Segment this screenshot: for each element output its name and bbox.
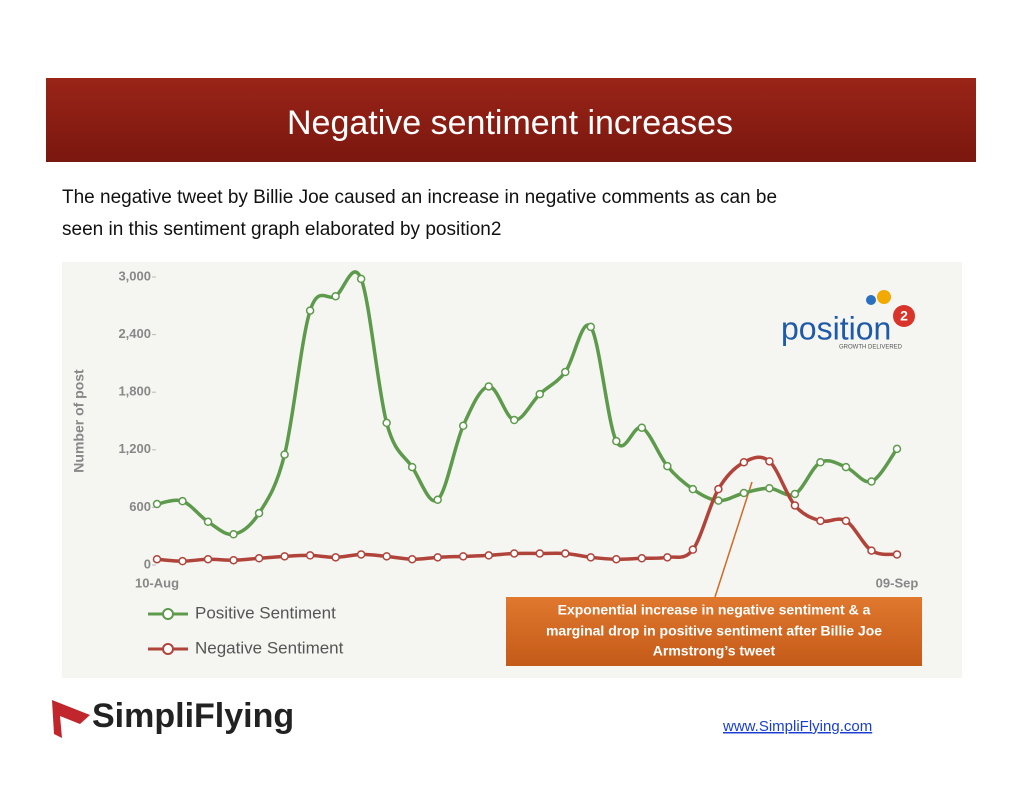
data-point bbox=[280, 450, 289, 459]
data-point bbox=[254, 554, 264, 563]
data-point bbox=[561, 549, 570, 558]
logo-digit: 2 bbox=[900, 308, 908, 324]
data-point bbox=[790, 501, 800, 510]
y-tick-label: 1,200 bbox=[118, 441, 151, 456]
data-point bbox=[739, 488, 749, 498]
data-point bbox=[535, 549, 545, 558]
data-point bbox=[790, 489, 800, 499]
data-point bbox=[356, 274, 366, 284]
title-banner bbox=[46, 78, 976, 162]
data-point bbox=[816, 516, 825, 526]
data-point bbox=[509, 549, 519, 558]
body-text: The negative tweet by Billie Joe caused … bbox=[62, 187, 777, 208]
position2-logo: 2 position GROWTH DELIVERED bbox=[781, 290, 915, 351]
data-point bbox=[331, 291, 340, 301]
data-point bbox=[663, 461, 672, 471]
data-point bbox=[152, 499, 162, 509]
data-point bbox=[765, 483, 774, 493]
data-point bbox=[637, 554, 647, 563]
logo-dot bbox=[877, 290, 891, 304]
annotation-box bbox=[506, 597, 922, 666]
body-text: seen in this sentiment graph elaborated … bbox=[62, 219, 501, 240]
data-point bbox=[484, 551, 493, 560]
data-point bbox=[867, 477, 876, 486]
data-point bbox=[688, 545, 698, 554]
data-point bbox=[229, 555, 238, 565]
data-point bbox=[178, 496, 187, 506]
annotation-text: Exponential increase in negative sentime… bbox=[558, 602, 871, 618]
data-point bbox=[229, 530, 238, 539]
legend-label: Positive Sentiment bbox=[195, 603, 336, 622]
data-point bbox=[561, 367, 570, 377]
data-point bbox=[203, 554, 213, 564]
annotation-text: marginal drop in positive sentiment afte… bbox=[546, 623, 882, 639]
data-point bbox=[280, 552, 289, 561]
data-point bbox=[612, 436, 621, 446]
logo-text: SimpliFlying bbox=[92, 697, 294, 735]
data-point bbox=[841, 516, 851, 526]
logo-word: position bbox=[781, 310, 891, 346]
data-point bbox=[433, 553, 442, 562]
y-tick-label: 3,000 bbox=[118, 268, 151, 283]
data-point bbox=[765, 457, 774, 466]
logo-dot bbox=[893, 305, 915, 327]
data-point bbox=[382, 552, 391, 561]
data-point bbox=[331, 553, 340, 562]
data-point bbox=[816, 458, 825, 467]
data-point bbox=[407, 554, 417, 564]
data-point bbox=[458, 421, 468, 431]
data-point bbox=[892, 550, 902, 559]
data-point bbox=[433, 495, 442, 504]
data-point bbox=[688, 484, 698, 494]
data-point bbox=[407, 462, 417, 472]
data-point bbox=[484, 382, 493, 391]
data-point bbox=[663, 553, 672, 562]
y-axis-label: Number of post bbox=[71, 369, 87, 473]
logo-dot bbox=[866, 295, 876, 305]
data-point bbox=[892, 444, 902, 454]
logo-tagline: GROWTH DELIVERED bbox=[839, 345, 903, 351]
data-point bbox=[535, 389, 545, 399]
legend-label: Negative Sentiment bbox=[195, 638, 344, 657]
simpliflying-logo: SimpliFlying bbox=[52, 697, 294, 738]
y-tick-label: 0 bbox=[144, 556, 151, 571]
data-point bbox=[382, 418, 391, 428]
logo-plane bbox=[52, 700, 90, 738]
data-point bbox=[305, 551, 315, 560]
data-point bbox=[458, 552, 468, 561]
y-tick-label: 600 bbox=[129, 499, 151, 514]
data-point bbox=[178, 556, 187, 566]
annotation-text: Armstrong’s tweet bbox=[653, 643, 776, 659]
data-point bbox=[356, 550, 366, 559]
legend-marker bbox=[162, 643, 174, 655]
x-tick-label: 09-Sep bbox=[876, 575, 919, 590]
data-point bbox=[586, 322, 596, 332]
slide-title: Negative sentiment increases bbox=[287, 104, 733, 142]
data-point bbox=[612, 554, 621, 564]
data-point bbox=[867, 546, 876, 555]
annotation-arrow bbox=[714, 481, 753, 598]
data-point bbox=[203, 517, 213, 527]
data-point bbox=[509, 415, 519, 425]
data-point bbox=[714, 484, 723, 494]
y-tick-label: 2,400 bbox=[118, 326, 151, 341]
data-point bbox=[637, 423, 647, 432]
data-point bbox=[305, 306, 315, 315]
y-tick-label: 1,800 bbox=[118, 384, 151, 399]
url-link[interactable]: www.SimpliFlying.com bbox=[722, 718, 872, 735]
data-point bbox=[586, 553, 596, 562]
data-point bbox=[739, 458, 749, 467]
x-tick-label: 10-Aug bbox=[135, 575, 179, 590]
data-point bbox=[254, 508, 264, 518]
data-point bbox=[152, 554, 162, 564]
legend-marker bbox=[162, 608, 174, 620]
data-point bbox=[841, 462, 851, 472]
